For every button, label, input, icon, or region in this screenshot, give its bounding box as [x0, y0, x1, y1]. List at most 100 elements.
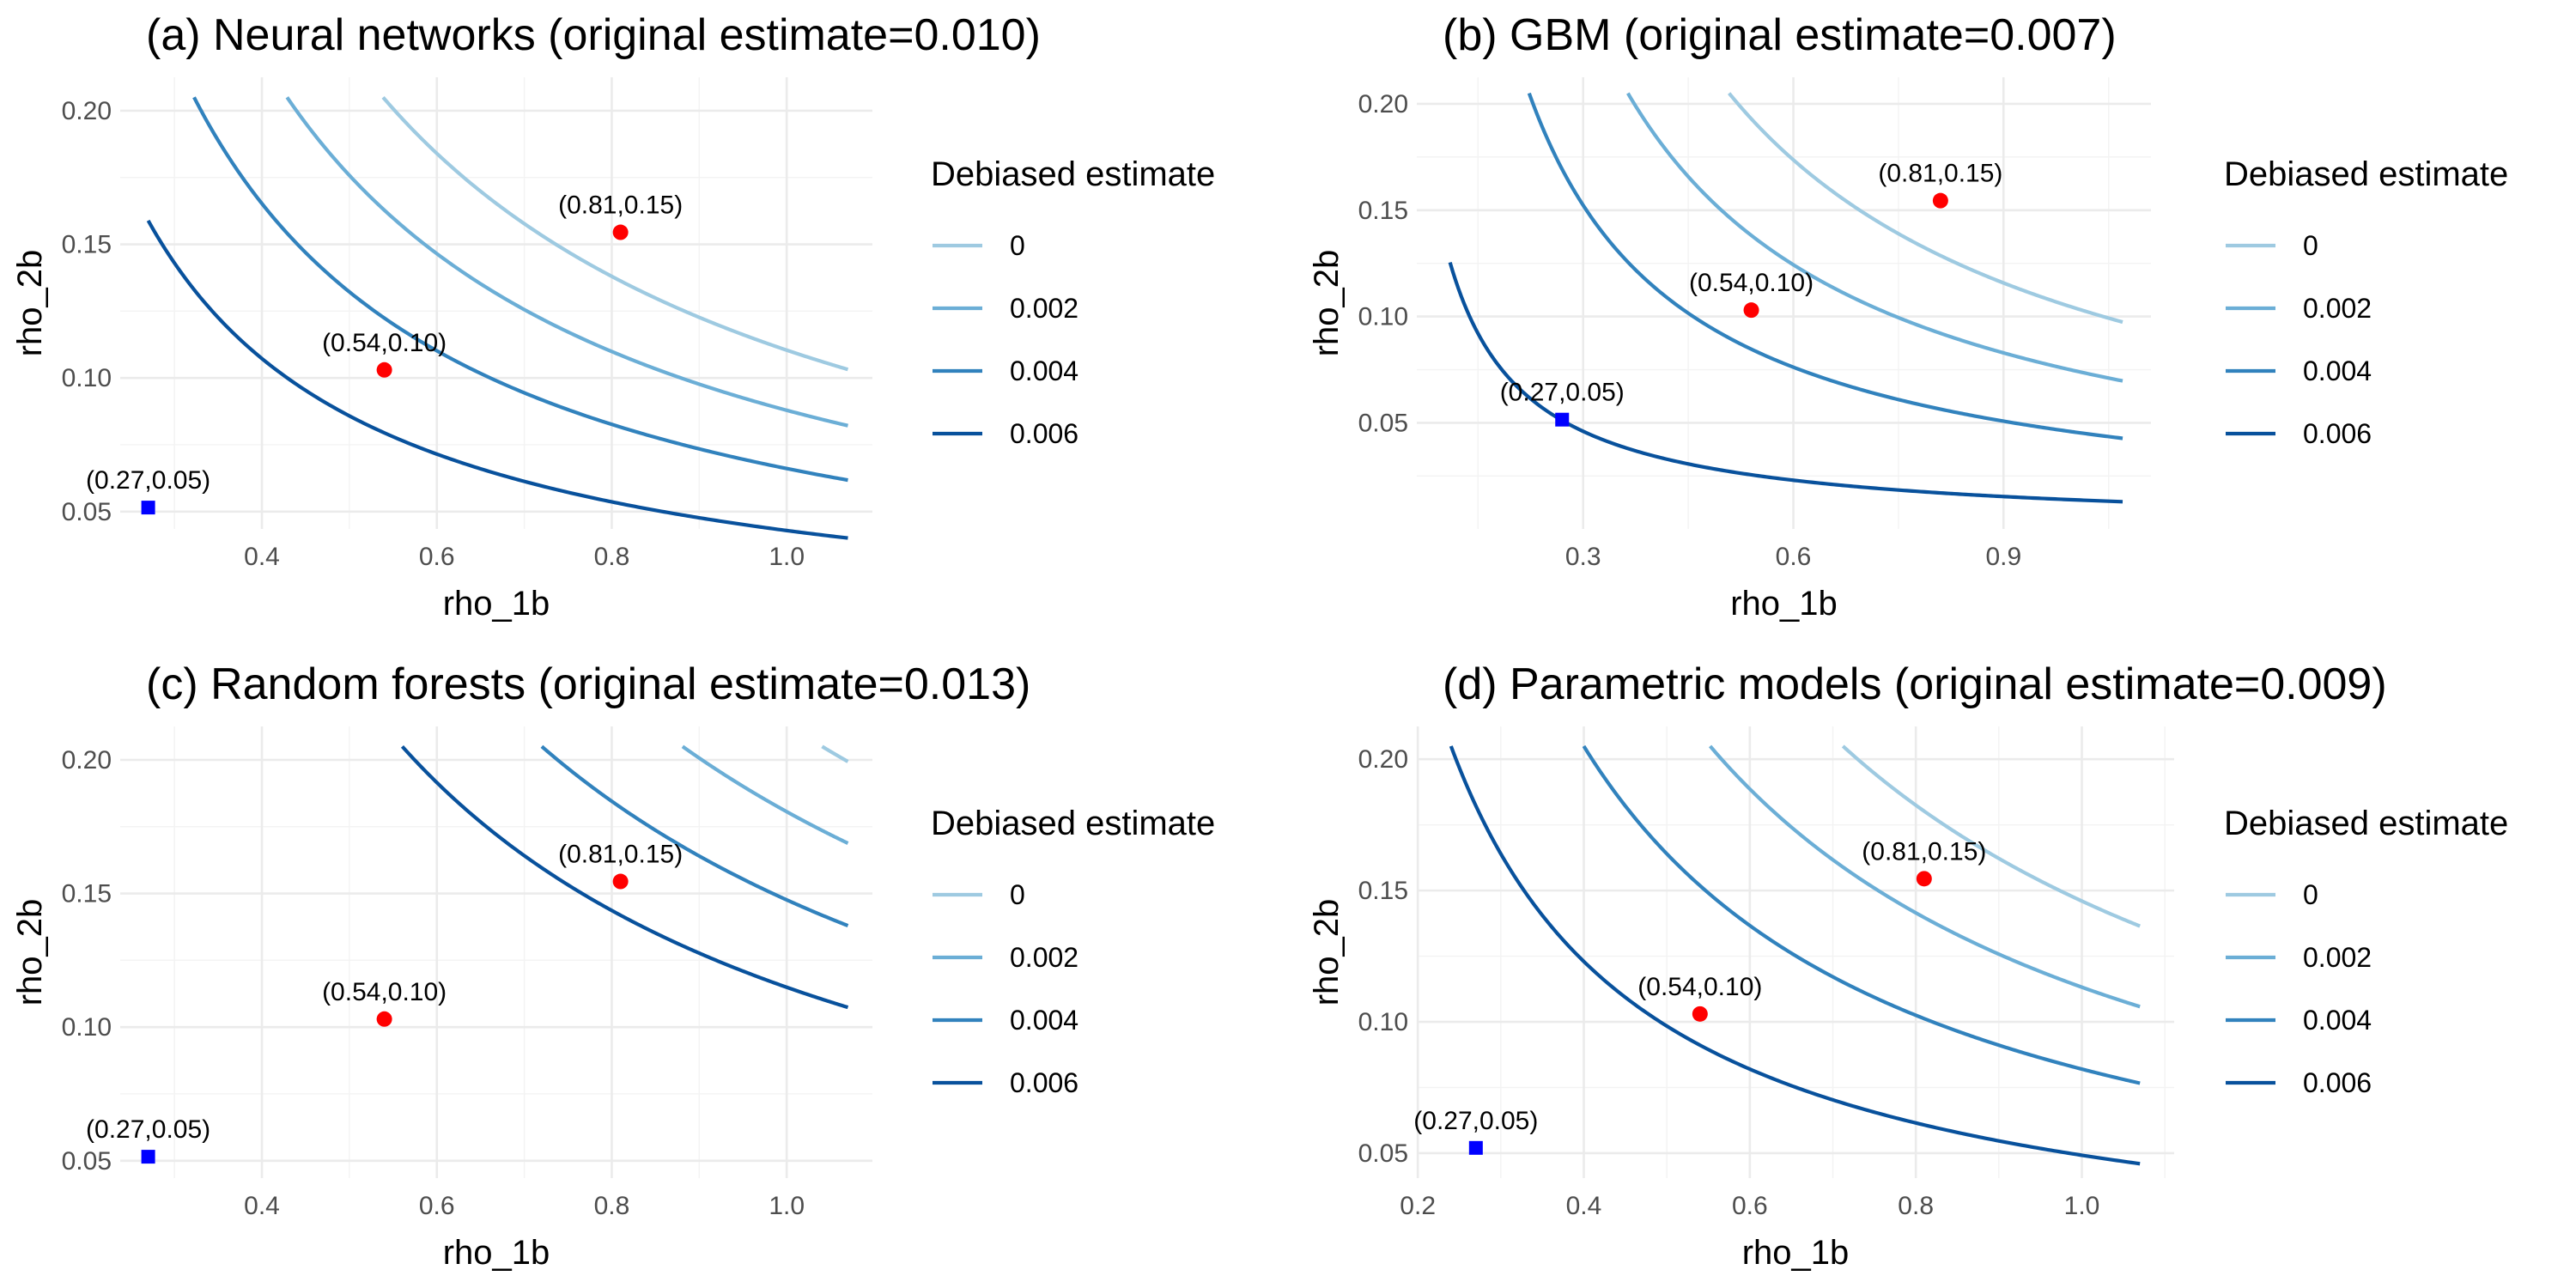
x-tick-label: 0.8: [594, 1192, 630, 1220]
scenario-point-circle: [1743, 302, 1759, 319]
legend-label: 0.004: [1010, 355, 1078, 386]
panel-a: (a) Neural networks (original estimate=0…: [11, 10, 1215, 623]
scenario-point-circle: [1916, 871, 1932, 887]
x-axis-label: rho_1b: [1742, 1234, 1850, 1272]
scenario-point-circle: [612, 873, 629, 890]
x-axis-label: rho_1b: [1730, 585, 1838, 623]
contour-line-0.002: [285, 96, 848, 428]
point-label: (0.27,0.05): [1413, 1107, 1538, 1135]
point-label: (0.27,0.05): [1500, 379, 1625, 407]
point-label: (0.54,0.10): [1637, 973, 1762, 1001]
legend-label: 0: [2303, 879, 2318, 910]
x-tick-label: 0.9: [1985, 543, 2021, 571]
contour-line-0: [821, 744, 849, 763]
x-tick-label: 0.6: [1776, 543, 1812, 571]
legend-label: 0: [2303, 230, 2318, 261]
y-axis-label: rho_2b: [11, 250, 49, 357]
x-axis-label: rho_1b: [443, 1234, 550, 1272]
y-tick-label: 0.15: [1358, 197, 1408, 225]
x-tick-label: 0.6: [1732, 1192, 1768, 1220]
x-tick-label: 0.4: [244, 543, 280, 571]
contour-line-0.006: [400, 744, 849, 1010]
legend-label: 0.004: [1010, 1005, 1078, 1036]
point-label: (0.81,0.15): [558, 191, 683, 220]
x-tick-label: 1.0: [2064, 1192, 2100, 1220]
x-tick-label: 0.8: [594, 543, 630, 571]
legend-label: 0: [1010, 879, 1025, 910]
contour-line-0.002: [681, 744, 849, 845]
x-tick-label: 1.0: [769, 1192, 805, 1220]
legend-label: 0.006: [2303, 1067, 2372, 1098]
scenario-point-circle: [376, 1011, 392, 1027]
y-tick-label: 0.20: [62, 97, 112, 125]
y-tick-label: 0.10: [1358, 1008, 1408, 1036]
y-tick-label: 0.05: [62, 498, 112, 526]
x-tick-label: 0.2: [1400, 1192, 1436, 1220]
legend-label: 0.006: [2303, 418, 2372, 449]
legend-label: 0.006: [1010, 1067, 1078, 1098]
legend-label: 0.002: [2303, 293, 2372, 324]
y-tick-label: 0.20: [62, 746, 112, 775]
x-tick-label: 0.6: [419, 543, 455, 571]
legend: Debiased estimate 0 0.002 0.004 0.006: [2224, 155, 2508, 449]
point-label: (0.27,0.05): [86, 466, 210, 495]
panel-b: (b) GBM (original estimate=0.007) 0.3 0.6 0…: [1308, 10, 2508, 623]
y-tick-label: 0.15: [1358, 877, 1408, 905]
panel-title: (c) Random forests (original estimate=0.…: [146, 659, 1030, 709]
scenario-point-square: [1468, 1140, 1483, 1155]
point-label: (0.27,0.05): [86, 1115, 210, 1144]
contour-line-0.002: [1626, 92, 2123, 383]
legend-label: 0.002: [1010, 293, 1078, 324]
legend-label: 0: [1010, 230, 1025, 261]
legend: Debiased estimate 0 0.002 0.004 0.006: [931, 155, 1215, 449]
legend-title: Debiased estimate: [931, 155, 1215, 193]
x-tick-label: 0.6: [419, 1192, 455, 1220]
point-label: (0.54,0.10): [322, 329, 447, 357]
y-tick-label: 0.10: [62, 1013, 112, 1042]
legend-label: 0.006: [1010, 418, 1078, 449]
x-axis-label: rho_1b: [443, 585, 550, 623]
x-tick-label: 0.8: [1898, 1192, 1934, 1220]
panel-d: (d) Parametric models (original estimate…: [1308, 659, 2508, 1272]
contour-line-0: [381, 95, 849, 372]
y-tick-label: 0.10: [1358, 303, 1408, 331]
scenario-point-circle: [376, 361, 392, 378]
contour-line-0: [1728, 92, 2123, 325]
scenario-point-circle: [1932, 192, 1948, 209]
legend: Debiased estimate 0 0.002 0.004 0.006: [931, 805, 1215, 1098]
point-label: (0.54,0.10): [322, 978, 447, 1006]
contour-line-0.006: [1449, 745, 2141, 1166]
panel-title: (b) GBM (original estimate=0.007): [1443, 10, 2117, 60]
legend: Debiased estimate 0 0.002 0.004 0.006: [2224, 805, 2508, 1098]
y-tick-label: 0.20: [1358, 90, 1408, 118]
legend-title: Debiased estimate: [2224, 805, 2508, 842]
legend-title: Debiased estimate: [931, 805, 1215, 842]
panel-title: (a) Neural networks (original estimate=0…: [146, 10, 1041, 60]
contour-line-0.004: [1527, 92, 2123, 440]
scenario-point-square: [141, 1150, 155, 1164]
y-tick-label: 0.05: [1358, 1139, 1408, 1168]
legend-label: 0.002: [2303, 942, 2372, 973]
x-tick-label: 0.4: [244, 1192, 280, 1220]
scenario-point-circle: [612, 224, 629, 240]
point-label: (0.81,0.15): [1878, 160, 2002, 188]
contour-line-0.006: [146, 219, 848, 540]
scenario-point-circle: [1692, 1005, 1708, 1022]
scenario-point-square: [1555, 412, 1570, 427]
x-tick-label: 0.4: [1566, 1192, 1602, 1220]
y-tick-label: 0.10: [62, 364, 112, 392]
point-label: (0.81,0.15): [1862, 837, 1986, 866]
y-tick-label: 0.05: [1358, 409, 1408, 437]
x-tick-label: 0.3: [1565, 543, 1601, 571]
legend-title: Debiased estimate: [2224, 155, 2508, 193]
contour-line-0.004: [1582, 744, 2141, 1085]
legend-label: 0.004: [2303, 1005, 2372, 1036]
contour-line-0.002: [1709, 744, 2141, 1009]
contour-line-0.004: [192, 96, 848, 483]
point-label: (0.81,0.15): [558, 841, 683, 869]
legend-label: 0.004: [2303, 355, 2372, 386]
y-tick-label: 0.15: [62, 231, 112, 259]
legend-label: 0.002: [1010, 942, 1078, 973]
